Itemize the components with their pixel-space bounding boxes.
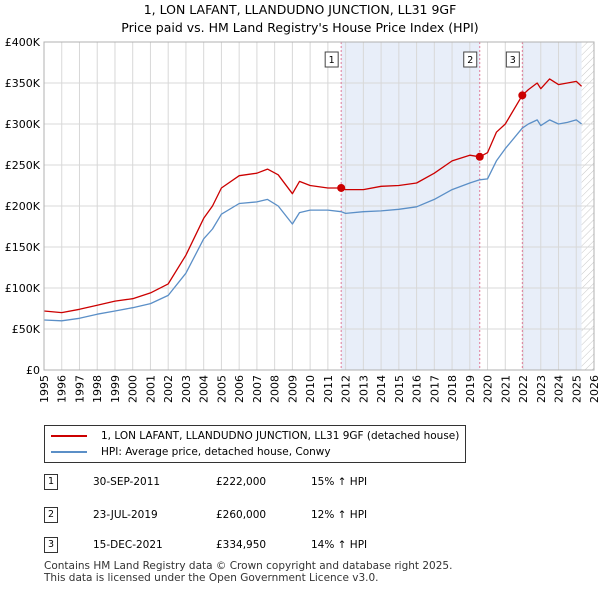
- y-tick-label: £100K: [5, 282, 41, 295]
- y-tick-label: £200K: [5, 200, 41, 213]
- sale-label-box: [463, 51, 478, 68]
- chart-title: 1, LON LAFANT, LLANDUDNO JUNCTION, LL31 …: [143, 2, 457, 17]
- sale-label-text: 1: [329, 55, 335, 66]
- x-tick-label: 2000: [127, 375, 140, 403]
- sale-label-text: 3: [510, 55, 516, 66]
- sale-hpi-delta: 15% ↑ HPI: [311, 476, 368, 488]
- chart-subtitle: Price paid vs. HM Land Registry's House …: [121, 20, 479, 35]
- x-tick-label: 2007: [251, 375, 264, 403]
- y-tick-label: £0: [26, 364, 40, 377]
- legend-label-hpi: HPI: Average price, detached house, Conw…: [101, 446, 331, 458]
- legend-item-property: 1, LON LAFANT, LLANDUDNO JUNCTION, LL31 …: [51, 429, 459, 443]
- sale-number-badge: 1: [44, 474, 58, 490]
- x-tick-label: 2011: [322, 375, 335, 403]
- sale-price: £260,000: [216, 509, 267, 521]
- sale-point: [518, 91, 527, 100]
- sale-label-box: [505, 51, 520, 68]
- x-tick-label: 2014: [375, 375, 388, 403]
- sale-hpi-delta: 12% ↑ HPI: [311, 509, 368, 521]
- x-tick-label: 2019: [464, 375, 477, 403]
- y-tick-label: £300K: [5, 118, 41, 131]
- x-tick-label: 1997: [73, 375, 86, 403]
- x-tick-label: 2010: [304, 375, 317, 403]
- x-tick-label: 2004: [198, 375, 211, 403]
- x-tick-label: 2018: [446, 375, 459, 403]
- x-tick-label: 2022: [517, 375, 530, 403]
- x-tick-label: 2026: [588, 375, 600, 403]
- x-tick-label: 1995: [38, 375, 51, 403]
- x-tick-label: 2013: [357, 375, 370, 403]
- sale-label-text: 2: [467, 55, 473, 66]
- footer: Contains HM Land Registry data © Crown c…: [44, 560, 453, 584]
- sale-date: 30-SEP-2011: [93, 476, 161, 488]
- chart-canvas: 1 2 3 £0 £50K £100K £150K £200K £250K £300K £350K £…: [5, 36, 600, 403]
- legend-swatch-hpi: [51, 451, 87, 453]
- x-tick-label: 1996: [56, 375, 69, 403]
- x-tick-label: 2023: [535, 375, 548, 403]
- sale-point: [337, 183, 346, 192]
- footer-line: Contains HM Land Registry data © Crown c…: [44, 560, 453, 572]
- x-tick-label: 2003: [180, 375, 193, 403]
- y-tick-label: £400K: [5, 36, 41, 49]
- sale-number-badge: 3: [44, 537, 58, 553]
- plot-frame: [43, 41, 595, 371]
- x-tick-label: 2002: [162, 375, 175, 403]
- legend: 1, LON LAFANT, LLANDUDNO JUNCTION, LL31 …: [44, 425, 466, 463]
- sale-price: £334,950: [216, 539, 267, 551]
- footer-line: This data is licensed under the Open Gov…: [44, 571, 379, 584]
- sale-number-badge: 2: [44, 507, 58, 523]
- sale-label-box: [324, 51, 339, 68]
- x-tick-label: 2001: [144, 375, 157, 403]
- y-tick-label: £50K: [12, 323, 41, 336]
- sale-date: 23-JUL-2019: [93, 509, 158, 521]
- legend-item-hpi: HPI: Average price, detached house, Conw…: [51, 445, 331, 459]
- x-tick-label: 2006: [233, 375, 246, 403]
- x-tick-label: 2012: [340, 375, 353, 403]
- x-tick-label: 2008: [269, 375, 282, 403]
- hpi-line: [43, 119, 582, 322]
- x-tick-label: 2024: [553, 375, 566, 403]
- y-tick-label: £150K: [5, 241, 41, 254]
- x-tick-label: 2017: [428, 375, 441, 403]
- sale-price: £222,000: [216, 476, 267, 488]
- legend-label-property: 1, LON LAFANT, LLANDUDNO JUNCTION, LL31 …: [101, 430, 460, 442]
- y-tick-label: £250K: [5, 159, 41, 172]
- x-tick-label: 2009: [286, 375, 299, 403]
- y-tick-label: £350K: [5, 77, 41, 90]
- x-tick-label: 2021: [499, 375, 512, 403]
- x-tick-label: 2025: [570, 375, 583, 403]
- x-tick-label: 2015: [393, 375, 406, 403]
- x-tick-label: 2020: [482, 375, 495, 403]
- sale-date: 15-DEC-2021: [93, 539, 163, 551]
- x-tick-label: 2005: [215, 375, 228, 403]
- legend-swatch-property: [51, 435, 87, 437]
- x-tick-label: 1998: [91, 375, 104, 403]
- x-tick-label: 1999: [109, 375, 122, 403]
- x-tick-label: 2016: [411, 375, 424, 403]
- sale-hpi-delta: 14% ↑ HPI: [311, 539, 368, 551]
- sale-point: [475, 152, 484, 161]
